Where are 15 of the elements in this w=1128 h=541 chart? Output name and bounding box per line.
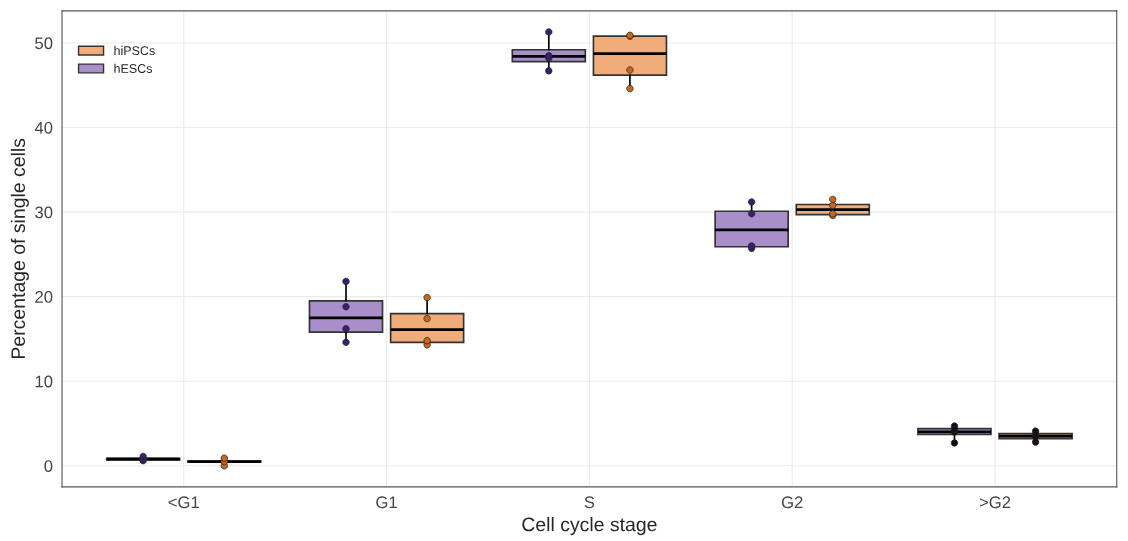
y-tick-label: 40 (34, 121, 53, 134)
y-tick-label: 0 (44, 460, 53, 472)
y-tick-label: 20 (35, 291, 53, 303)
x-axis-title: Cell cycle stage (522, 517, 657, 536)
x-tick-label: S (584, 496, 595, 509)
x-tick-label: G1 (376, 496, 397, 509)
legend-label: hiPSCs (114, 45, 155, 56)
y-tick-label: 50 (35, 37, 53, 50)
x-tick-label: <G1 (168, 496, 199, 509)
y-tick-label: 30 (35, 206, 53, 219)
x-tick-label: >G2 (979, 496, 1011, 509)
x-tick-label: G2 (781, 496, 803, 509)
y-tick-label: 10 (35, 375, 53, 388)
legend-label: hESCs (114, 63, 153, 73)
y-axis-title: Percentage of single cells (10, 138, 29, 359)
